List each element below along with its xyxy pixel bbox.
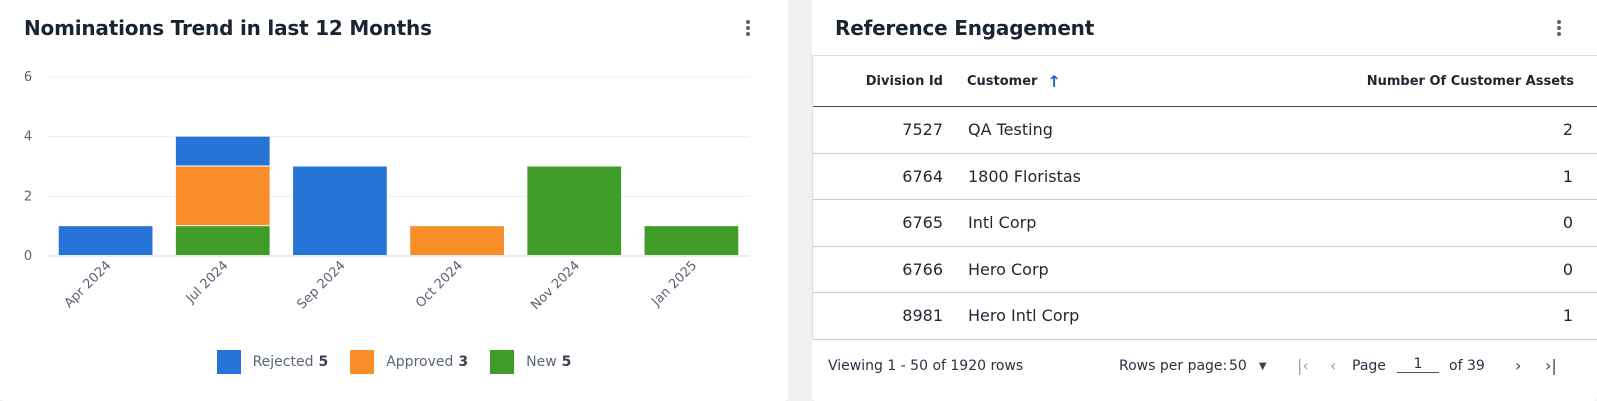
- kebab-menu-icon[interactable]: [1551, 18, 1567, 38]
- bar-new: [527, 166, 622, 255]
- reference-table: Division Id Customer ↑ Number Of Custome…: [812, 55, 1597, 340]
- legend-label: Approved: [386, 354, 454, 370]
- legend-item-new[interactable]: New 5: [490, 350, 571, 374]
- legend-swatch-rejected: [216, 350, 241, 374]
- legend-swatch-new: [490, 350, 515, 374]
- column-header-customer-assets[interactable]: Number Of Customer Assets: [1366, 73, 1574, 89]
- cell-customer-assets: 1: [1562, 306, 1573, 326]
- x-tick-label: Jan 2025: [648, 258, 700, 310]
- cell-division-id: 6765: [902, 213, 943, 233]
- legend-item-approved[interactable]: Approved 3: [350, 350, 468, 374]
- legend-label: Rejected: [252, 354, 314, 370]
- nominations-chart: 0 2 4 6 Apr 2024 Jul 2024 Sep 2024 Oct 2024 Nov …: [24, 70, 750, 313]
- table-row[interactable]: 8981 Hero Intl Corp 1: [813, 293, 1597, 340]
- y-tick-label: 2: [24, 189, 32, 204]
- cell-customer: QA Testing: [968, 120, 1053, 140]
- column-header-customer[interactable]: Customer ↑: [967, 72, 1167, 91]
- nominations-card-title: Nominations Trend in last 12 Months: [24, 16, 432, 40]
- legend-count: 5: [561, 354, 572, 370]
- column-header-division-id[interactable]: Division Id: [865, 73, 943, 89]
- table-row[interactable]: 6764 1800 Floristas 1: [813, 154, 1597, 200]
- cell-division-id: 7527: [902, 120, 943, 140]
- rows-per-page-select[interactable]: 50 ▼: [1229, 358, 1267, 374]
- bar-approved: [175, 166, 270, 226]
- table-row[interactable]: 6766 Hero Corp 0: [813, 247, 1597, 293]
- legend-label: New: [526, 354, 557, 370]
- cell-customer: Hero Intl Corp: [968, 306, 1080, 326]
- bar-new: [644, 226, 739, 255]
- table-body: 7527 QA Testing 2 6764 1800 Floristas 1 6765 In…: [813, 107, 1597, 340]
- legend-count: 3: [458, 354, 469, 370]
- bar-approved: [410, 226, 504, 255]
- page-label: Page: [1352, 358, 1386, 374]
- rows-per-page-value: 50: [1229, 358, 1247, 374]
- nominations-trend-card: Nominations Trend in last 12 Months 0 2 4 6…: [0, 0, 788, 401]
- rows-per-page-label: Rows per page:: [1119, 358, 1228, 374]
- column-header-customer-label: Customer: [967, 73, 1038, 89]
- cell-customer: Intl Corp: [968, 213, 1037, 233]
- x-tick-label: Apr 2024: [62, 258, 115, 311]
- cell-division-id: 8981: [902, 306, 943, 326]
- cell-division-id: 6764: [902, 166, 943, 186]
- x-tick-label: Jul 2024: [183, 258, 232, 307]
- cell-customer-assets: 0: [1562, 259, 1573, 279]
- cell-customer-assets: 2: [1562, 120, 1573, 140]
- cell-customer-assets: 0: [1562, 213, 1573, 233]
- next-page-icon[interactable]: ›: [1515, 356, 1522, 375]
- first-page-icon[interactable]: |‹: [1297, 356, 1309, 375]
- page-count-label: of 39: [1449, 358, 1485, 374]
- last-page-icon[interactable]: ›|: [1545, 356, 1557, 375]
- chart-legend: Rejected 5 Approved 3 New 5: [0, 350, 788, 374]
- y-tick-label: 4: [24, 130, 32, 145]
- x-tick-label: Sep 2024: [294, 258, 348, 312]
- table-row[interactable]: 6765 Intl Corp 0: [813, 200, 1597, 247]
- viewing-rows-text: Viewing 1 - 50 of 1920 rows: [828, 358, 1024, 374]
- reference-engagement-card: Reference Engagement Division Id Custome…: [812, 0, 1597, 401]
- x-tick-label: Oct 2024: [413, 258, 466, 311]
- sort-ascending-icon[interactable]: ↑: [1047, 71, 1061, 91]
- bar-rejected: [175, 136, 270, 166]
- bar-rejected: [293, 166, 387, 255]
- bar-new: [175, 226, 270, 255]
- page-number-input[interactable]: [1397, 356, 1439, 373]
- table-header: Division Id Customer ↑ Number Of Custome…: [813, 56, 1597, 107]
- kebab-menu-icon[interactable]: [740, 18, 756, 38]
- legend-count: 5: [318, 354, 329, 370]
- cell-customer-assets: 1: [1562, 166, 1573, 186]
- legend-swatch-approved: [350, 350, 375, 374]
- reference-card-title: Reference Engagement: [835, 16, 1095, 40]
- cell-customer: 1800 Floristas: [968, 166, 1082, 186]
- x-tick-label: Nov 2024: [528, 258, 583, 313]
- previous-page-icon[interactable]: ‹: [1330, 356, 1337, 375]
- cell-customer: Hero Corp: [968, 259, 1049, 279]
- table-pagination: Viewing 1 - 50 of 1920 rows Rows per pag…: [812, 352, 1597, 382]
- legend-item-rejected[interactable]: Rejected 5: [216, 350, 329, 374]
- y-tick-label: 0: [24, 249, 32, 264]
- chevron-down-icon: ▼: [1258, 360, 1267, 372]
- bar-rejected: [58, 226, 153, 255]
- cell-division-id: 6766: [902, 259, 943, 279]
- table-row[interactable]: 7527 QA Testing 2: [813, 107, 1597, 154]
- y-tick-label: 6: [24, 70, 32, 85]
